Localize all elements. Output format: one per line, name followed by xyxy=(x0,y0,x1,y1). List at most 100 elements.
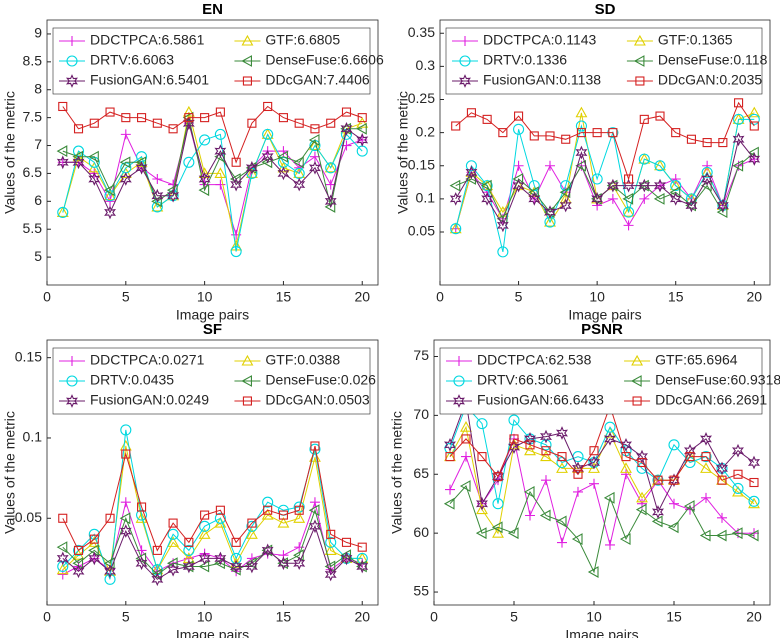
marker xyxy=(732,482,744,494)
legend-label: FusionGAN:0.0249 xyxy=(90,392,209,408)
marker xyxy=(450,223,462,235)
marker xyxy=(749,121,759,131)
marker xyxy=(56,551,69,566)
x-axis-label: Image pairs xyxy=(568,307,641,323)
marker xyxy=(182,105,195,117)
marker xyxy=(731,443,744,458)
y-tick-label: 0.15 xyxy=(15,348,42,364)
y-tick-label: 0.05 xyxy=(408,223,435,239)
legend-label: DenseFuse:6.6606 xyxy=(265,52,384,68)
marker xyxy=(508,414,520,426)
legend-label: DDCTPCA:0.0271 xyxy=(90,352,205,368)
legend-label: FusionGAN:6.5401 xyxy=(90,72,209,88)
x-tick-label: 20 xyxy=(746,289,762,305)
marker xyxy=(475,496,488,511)
legend: DDCTPCA:0.1143 GTF:0.1365 DRTV:0.1336 Dense… xyxy=(445,27,768,95)
marker xyxy=(215,107,225,117)
subplot: SF 0 5 10 15 20 0.05 0.1 0.15 Image pairs Values o… xyxy=(2,321,379,638)
marker xyxy=(638,152,651,164)
series-line xyxy=(62,445,363,552)
x-tick-label: 15 xyxy=(668,289,684,305)
y-axis-label: Values of the metric xyxy=(395,91,411,214)
marker xyxy=(525,440,535,450)
marker xyxy=(477,452,487,462)
marker xyxy=(324,161,337,173)
marker xyxy=(182,559,195,574)
marker xyxy=(607,193,618,204)
marker xyxy=(476,418,488,430)
marker xyxy=(246,520,258,532)
marker xyxy=(496,218,509,233)
legend-label: DDCTPCA:6.5861 xyxy=(90,32,205,48)
marker xyxy=(293,156,304,169)
marker xyxy=(655,111,665,121)
marker xyxy=(357,113,367,123)
marker xyxy=(685,198,698,213)
marker xyxy=(198,528,211,539)
subplot-title: SD xyxy=(595,1,616,18)
x-tick-label: 10 xyxy=(586,609,602,625)
marker xyxy=(651,505,664,519)
marker xyxy=(559,198,572,213)
y-tick-label: 5.5 xyxy=(23,220,43,236)
marker xyxy=(119,512,131,525)
series-line xyxy=(62,524,363,580)
legend-label: FusionGAN:0.1138 xyxy=(483,72,601,88)
marker xyxy=(231,537,241,547)
marker xyxy=(310,441,320,451)
marker xyxy=(667,473,680,488)
marker xyxy=(449,179,461,192)
marker xyxy=(261,149,274,164)
x-tick-label: 10 xyxy=(589,289,605,305)
marker xyxy=(231,157,241,167)
legend-label: DDcGAN:66.2691 xyxy=(655,392,767,408)
marker xyxy=(493,472,503,482)
marker xyxy=(277,516,290,528)
marker xyxy=(555,426,568,440)
marker xyxy=(560,180,572,192)
marker xyxy=(555,515,567,528)
marker xyxy=(701,166,714,177)
marker xyxy=(683,500,695,513)
marker xyxy=(245,161,257,174)
marker xyxy=(88,172,101,186)
marker xyxy=(492,527,504,538)
series-line xyxy=(449,404,755,483)
marker xyxy=(65,394,78,408)
x-tick-label: 0 xyxy=(43,289,51,305)
x-tick-label: 15 xyxy=(276,289,292,305)
y-axis-label: Values of the metric xyxy=(2,411,18,534)
marker xyxy=(137,113,147,123)
marker xyxy=(717,512,727,523)
marker xyxy=(198,172,211,186)
legend-label: DDCTPCA:62.538 xyxy=(477,352,592,368)
marker xyxy=(214,128,226,140)
marker xyxy=(541,475,551,486)
marker xyxy=(199,520,211,532)
marker xyxy=(632,396,642,406)
marker xyxy=(135,556,148,571)
y-tick-label: 0.1 xyxy=(23,429,43,445)
marker xyxy=(454,356,464,366)
marker xyxy=(242,396,252,406)
marker xyxy=(324,567,337,582)
series-line xyxy=(455,138,755,227)
marker xyxy=(242,76,252,86)
marker xyxy=(277,556,290,571)
marker xyxy=(261,128,274,139)
marker xyxy=(748,152,761,166)
marker xyxy=(540,450,552,462)
marker xyxy=(262,128,274,140)
marker xyxy=(443,497,455,510)
marker xyxy=(513,123,525,135)
marker xyxy=(461,434,471,444)
marker xyxy=(183,156,195,168)
marker xyxy=(135,156,148,167)
legend-label: GTF:0.0388 xyxy=(265,352,340,368)
marker xyxy=(491,469,504,484)
marker xyxy=(449,222,462,234)
x-tick-label: 20 xyxy=(354,289,370,305)
y-tick-label: 70 xyxy=(413,406,429,422)
marker xyxy=(540,439,552,451)
marker xyxy=(653,178,666,193)
